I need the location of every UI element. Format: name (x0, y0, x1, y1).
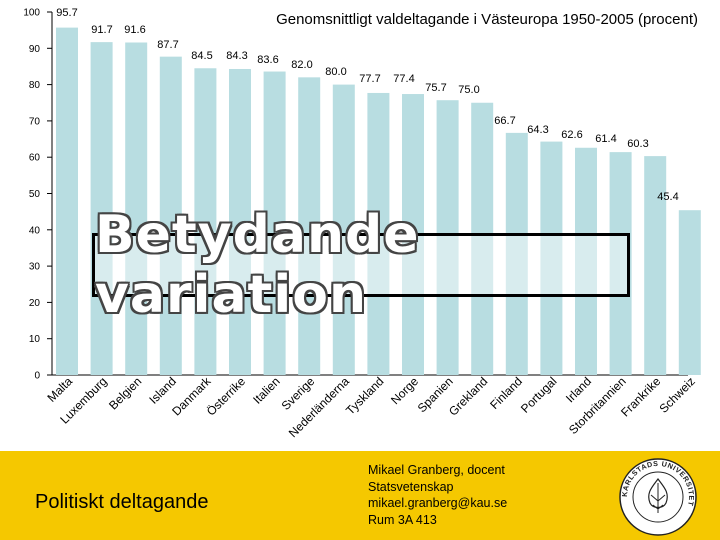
value-label: 60.3 (627, 138, 648, 150)
category-label: Irland (563, 374, 594, 405)
value-label: 82.0 (291, 59, 312, 71)
bar-irland (575, 147, 597, 375)
value-label: 75.7 (425, 82, 446, 94)
value-label: 91.7 (91, 24, 112, 36)
bar-luxemburg (90, 42, 113, 376)
category-label: Nederländerna (286, 374, 352, 440)
contact-department: Statsvetenskap (368, 479, 454, 494)
value-label: 84.5 (191, 50, 212, 62)
value-label: 77.7 (359, 73, 380, 85)
callout-box: Betydande variation (92, 205, 630, 325)
bar-storbritannien (609, 152, 632, 375)
bar-malta (56, 27, 78, 375)
bar-spanien (436, 100, 459, 376)
bar-belgien (125, 42, 148, 375)
category-label: Island (146, 374, 179, 407)
category-label: Norge (388, 374, 421, 407)
value-label: 62.6 (561, 129, 582, 141)
category-label: Österrike (204, 374, 249, 419)
value-label: 84.3 (226, 50, 247, 62)
footer-title: Politiskt deltagande (35, 491, 209, 513)
y-tick-label: 70 (29, 116, 41, 127)
y-tick-label: 50 (29, 189, 41, 200)
y-tick-label: 30 (29, 262, 41, 273)
chart-title: Genomsnittligt valdeltagande i Västeurop… (276, 11, 698, 28)
bar-danmark (194, 68, 217, 375)
bar-schweiz (678, 210, 701, 375)
category-label: Grekland (446, 374, 490, 418)
bar-finland (505, 132, 528, 375)
y-tick-label: 20 (29, 298, 41, 309)
category-label: Schweiz (656, 374, 697, 415)
value-label: 64.3 (527, 124, 548, 136)
bar-frankrike (644, 156, 667, 375)
university-logo: KARLSTADS UNIVERSITET (619, 458, 697, 536)
value-label: 75.0 (458, 84, 479, 96)
category-label: Tyskland (343, 374, 386, 417)
y-tick-label: 60 (29, 153, 41, 164)
bar-grekland (471, 102, 494, 375)
value-label: 95.7 (56, 7, 77, 19)
contact-info: Mikael Granberg, docent Statsvetenskap m… (368, 462, 507, 528)
footer-bar: Politiskt deltagande Mikael Granberg, do… (0, 451, 720, 540)
y-tick-label: 100 (23, 8, 40, 19)
bar-österrike (229, 68, 251, 375)
value-label: 87.7 (157, 39, 178, 51)
y-tick-label: 10 (29, 334, 41, 345)
value-label: 80.0 (325, 66, 346, 78)
contact-room: Rum 3A 413 (368, 512, 437, 527)
category-label: Malta (44, 374, 75, 405)
category-label: Belgien (106, 374, 144, 412)
bar-sverige (298, 77, 321, 375)
value-label: 61.4 (595, 133, 616, 145)
y-tick-label: 40 (29, 225, 41, 236)
bar-italien (263, 71, 286, 376)
contact-name: Mikael Granberg, docent (368, 463, 505, 477)
y-tick-label: 90 (29, 44, 41, 55)
value-label: 45.4 (657, 191, 678, 203)
y-tick-label: 0 (34, 371, 40, 382)
value-label: 66.7 (494, 115, 515, 127)
value-label: 77.4 (393, 73, 414, 85)
value-label: 91.6 (124, 24, 145, 36)
category-label: Italien (250, 374, 283, 407)
bar-portugal (540, 141, 563, 375)
contact-email: mikael.granberg@kau.se (368, 496, 508, 510)
y-tick-label: 80 (29, 80, 41, 91)
value-label: 83.6 (257, 54, 278, 66)
callout-text: Betydande variation (95, 205, 420, 325)
bar-nederländerna (332, 84, 355, 375)
category-label: Portugal (518, 374, 560, 416)
